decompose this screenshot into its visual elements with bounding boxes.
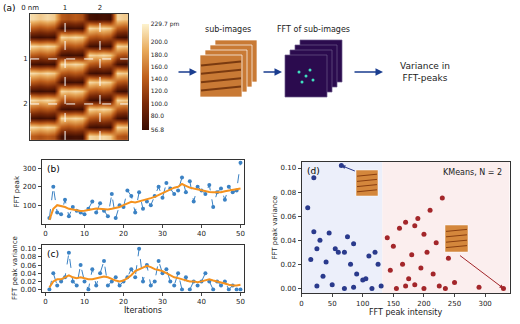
svg-text:200: 200 bbox=[417, 300, 430, 308]
svg-text:0.06: 0.06 bbox=[21, 262, 37, 270]
svg-text:250: 250 bbox=[448, 300, 461, 308]
svg-text:Variance inFFT-peaks: Variance inFFT-peaks bbox=[400, 61, 450, 83]
svg-text:56.8: 56.8 bbox=[151, 126, 165, 133]
svg-text:2: 2 bbox=[23, 100, 27, 108]
svg-text:150: 150 bbox=[387, 300, 400, 308]
svg-text:FFT peak: FFT peak bbox=[13, 175, 21, 207]
svg-text:0.00: 0.00 bbox=[281, 285, 297, 293]
svg-text:0.00: 0.00 bbox=[21, 286, 37, 294]
svg-text:0.08: 0.08 bbox=[21, 253, 37, 261]
svg-text:20: 20 bbox=[119, 298, 128, 306]
svg-text:180.0: 180.0 bbox=[151, 51, 168, 58]
svg-text:0.02: 0.02 bbox=[21, 278, 37, 286]
svg-text:140.0: 140.0 bbox=[151, 75, 168, 82]
svg-text:30: 30 bbox=[158, 230, 167, 238]
svg-text:Iterations: Iterations bbox=[124, 306, 162, 315]
svg-text:sub-images: sub-images bbox=[205, 25, 251, 34]
svg-text:0.04: 0.04 bbox=[21, 270, 37, 278]
svg-text:20: 20 bbox=[119, 230, 128, 238]
svg-text:300: 300 bbox=[23, 165, 36, 173]
svg-text:80.0: 80.0 bbox=[151, 112, 165, 119]
svg-text:0.04: 0.04 bbox=[281, 237, 297, 245]
svg-text:0 nm: 0 nm bbox=[21, 4, 39, 12]
svg-text:FFT peak variance: FFT peak variance bbox=[11, 236, 19, 300]
svg-text:(d): (d) bbox=[307, 166, 320, 176]
svg-text:KMeans, N = 2: KMeans, N = 2 bbox=[443, 168, 502, 177]
svg-text:(b): (b) bbox=[47, 164, 60, 174]
svg-text:100: 100 bbox=[356, 300, 369, 308]
svg-text:40: 40 bbox=[197, 298, 206, 306]
svg-text:200.0: 200.0 bbox=[151, 38, 168, 45]
svg-text:50: 50 bbox=[328, 300, 337, 308]
svg-text:FFT of sub-images: FFT of sub-images bbox=[277, 25, 350, 34]
svg-text:FFT peak variance: FFT peak variance bbox=[271, 196, 279, 260]
svg-text:300: 300 bbox=[478, 300, 491, 308]
svg-text:30: 30 bbox=[158, 298, 167, 306]
svg-text:10: 10 bbox=[80, 230, 89, 238]
svg-text:0.10: 0.10 bbox=[281, 164, 297, 172]
svg-text:50: 50 bbox=[236, 298, 245, 306]
svg-text:0: 0 bbox=[299, 300, 303, 308]
svg-text:0: 0 bbox=[43, 298, 47, 306]
svg-text:200: 200 bbox=[23, 183, 36, 191]
svg-text:1: 1 bbox=[63, 4, 67, 12]
svg-text:FFT peak intensity: FFT peak intensity bbox=[369, 308, 443, 317]
svg-text:229.7 pm: 229.7 pm bbox=[151, 20, 180, 28]
svg-text:100: 100 bbox=[23, 202, 36, 210]
svg-text:120.0: 120.0 bbox=[151, 87, 168, 94]
svg-text:2: 2 bbox=[98, 4, 102, 12]
svg-text:160.0: 160.0 bbox=[151, 63, 168, 70]
svg-text:100.0: 100.0 bbox=[151, 100, 168, 107]
svg-text:0.10: 0.10 bbox=[21, 245, 37, 253]
svg-text:50: 50 bbox=[236, 230, 245, 238]
svg-text:(c): (c) bbox=[47, 249, 59, 259]
svg-text:0.02: 0.02 bbox=[281, 261, 297, 269]
svg-text:10: 10 bbox=[80, 298, 89, 306]
svg-text:1: 1 bbox=[23, 55, 27, 63]
svg-text:40: 40 bbox=[197, 230, 206, 238]
svg-text:0: 0 bbox=[43, 230, 47, 238]
svg-text:0.08: 0.08 bbox=[281, 189, 297, 197]
svg-text:(a): (a) bbox=[3, 3, 16, 13]
svg-text:0.06: 0.06 bbox=[281, 213, 297, 221]
